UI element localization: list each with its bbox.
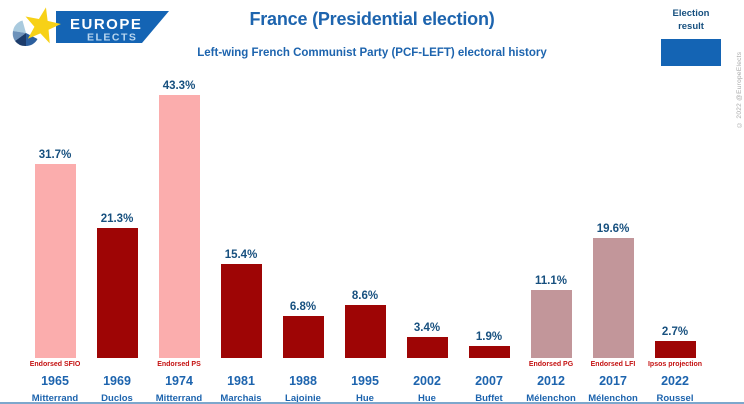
- candidate-label: Hue: [356, 393, 374, 404]
- year-label: 2022: [661, 374, 689, 388]
- candidate-label: Marchais: [220, 393, 262, 404]
- pie-chart-icon: [12, 20, 38, 47]
- value-label: 31.7%: [38, 149, 72, 161]
- bar-area: 19.6%: [592, 80, 634, 358]
- bar: [468, 346, 510, 358]
- year-label: 2012: [537, 374, 565, 388]
- year-label: 1969: [103, 374, 131, 388]
- value-label: 15.4%: [224, 249, 258, 261]
- endorsement-note: Ipsos projection: [647, 361, 703, 368]
- year-label: 2017: [599, 374, 627, 388]
- bar-area: 15.4%: [220, 80, 262, 358]
- year-label: 1988: [289, 374, 317, 388]
- bar-column-1965: 31.7% Endorsed SFIO 1965 Mitterrand: [24, 80, 86, 404]
- page-subtitle: Left-wing French Communist Party (PCF-LE…: [197, 47, 547, 59]
- bar-column-2002: 3.4% 2002 Hue: [396, 80, 458, 404]
- bar-column-1981: 15.4% 1981 Marchais: [210, 80, 272, 404]
- bar-area: 43.3%: [158, 80, 200, 358]
- endorsement-note: Endorsed PG: [528, 361, 574, 368]
- year-label: 2007: [475, 374, 503, 388]
- candidate-label: Lajoinie: [285, 393, 321, 404]
- legend: Election result: [658, 8, 724, 66]
- candidate-label: Mélenchon: [526, 393, 576, 404]
- bar: [158, 95, 200, 358]
- bar-area: 21.3%: [96, 80, 138, 358]
- value-label: 21.3%: [100, 213, 134, 225]
- candidate-label: Buffet: [475, 393, 503, 404]
- bar-area: 31.7%: [34, 80, 76, 358]
- candidate-label: Mélenchon: [588, 393, 638, 404]
- legend-swatch: [661, 38, 721, 66]
- bar-column-2017: 19.6% Endorsed LFI 2017 Mélenchon: [582, 80, 644, 404]
- logo-banner: [56, 11, 169, 43]
- page-title: France (Presidential election): [249, 9, 495, 29]
- bar-area: 8.6%: [344, 80, 386, 358]
- legend-label: Election result: [672, 8, 710, 32]
- value-label: 3.4%: [413, 322, 441, 334]
- year-label: 1965: [41, 374, 69, 388]
- bar-area: 3.4%: [406, 80, 448, 358]
- year-label: 1981: [227, 374, 255, 388]
- candidate-label: Duclos: [101, 393, 133, 404]
- bar-column-2007: 1.9% 2007 Buffet: [458, 80, 520, 404]
- value-label: 8.6%: [351, 290, 379, 302]
- bar-area: 11.1%: [530, 80, 572, 358]
- value-label: 43.3%: [162, 80, 196, 92]
- bar-column-1974: 43.3% Endorsed PS 1974 Mitterrand: [148, 80, 210, 404]
- year-label: 1974: [165, 374, 193, 388]
- europe-elects-logo: EUROPE ELECTS: [6, 4, 176, 61]
- bar-column-2012: 11.1% Endorsed PG 2012 Mélenchon: [520, 80, 582, 404]
- candidate-label: Mitterrand: [31, 393, 79, 404]
- endorsement-note: Endorsed SFIO: [29, 361, 81, 368]
- bar-column-1988: 6.8% 1988 Lajoinie: [272, 80, 334, 404]
- bar: [344, 305, 386, 358]
- bar: [592, 238, 634, 358]
- value-label: 11.1%: [535, 275, 567, 287]
- bar-column-1969: 21.3% 1969 Duclos: [86, 80, 148, 404]
- candidate-label: Mitterrand: [155, 393, 203, 404]
- bar-area: 2.7%: [654, 80, 696, 358]
- bar: [282, 316, 324, 358]
- value-label: 6.8%: [289, 301, 317, 313]
- bar: [96, 228, 138, 358]
- bar-area: 1.9%: [468, 80, 510, 358]
- copyright-text: © 2022 @EuropeElects: [736, 51, 743, 128]
- value-label: 19.6%: [596, 223, 630, 235]
- europe-elects-logo-graphic: EUROPE ELECTS: [12, 7, 169, 47]
- bar: [220, 264, 262, 358]
- endorsement-note: Endorsed LFI: [590, 361, 636, 368]
- candidate-label: Roussel: [656, 393, 694, 404]
- bar: [406, 337, 448, 358]
- bar: [654, 341, 696, 358]
- bar-column-1995: 8.6% 1995 Hue: [334, 80, 396, 404]
- endorsement-note: Endorsed PS: [157, 361, 201, 368]
- year-label: 2002: [413, 374, 441, 388]
- bar-chart: 31.7% Endorsed SFIO 1965 Mitterrand 21.3% 196…: [24, 80, 706, 404]
- bottom-border-line: [0, 402, 744, 404]
- logo-text-europe: EUROPE: [70, 16, 142, 33]
- bar-column-2022: 2.7% Ipsos projection 2022 Roussel: [644, 80, 706, 404]
- bar: [34, 164, 76, 358]
- value-label: 2.7%: [661, 326, 689, 338]
- bar-area: 6.8%: [282, 80, 324, 358]
- candidate-label: Hue: [418, 393, 436, 404]
- value-label: 1.9%: [475, 331, 503, 343]
- star-icon: [25, 7, 61, 44]
- logo-text-elects: ELECTS: [87, 32, 137, 44]
- bar: [530, 290, 572, 358]
- year-label: 1995: [351, 374, 379, 388]
